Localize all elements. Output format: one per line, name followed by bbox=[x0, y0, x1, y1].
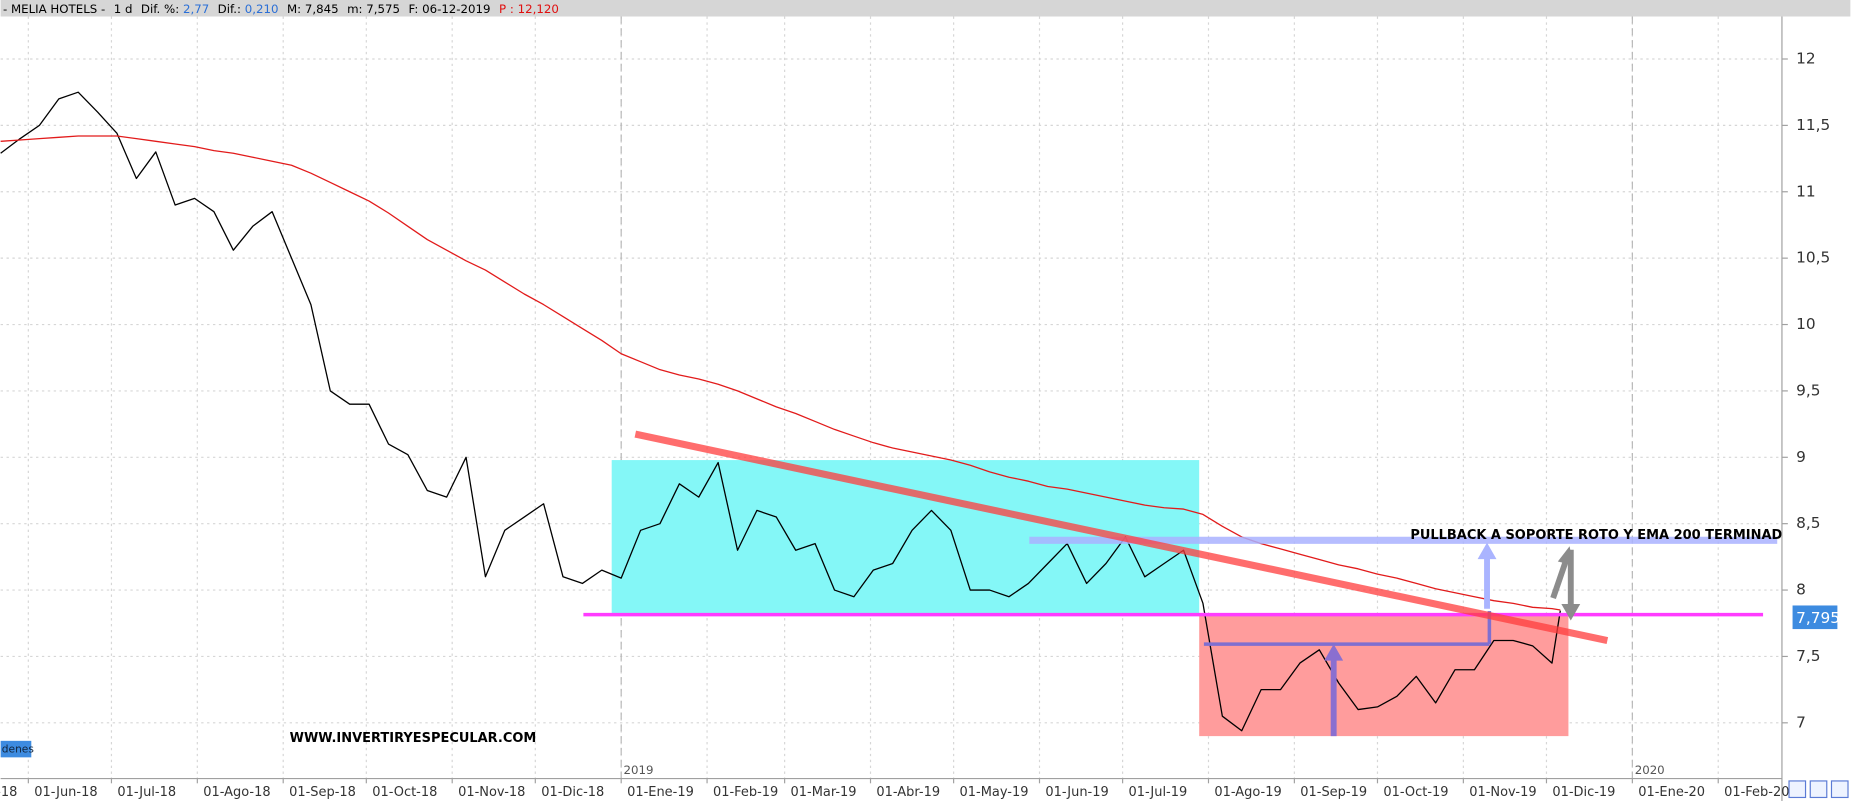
labels: 7 7,5 8 8,5 9 9,5 10 10,5 11 11,5 12 01-May-18 01-Ju… bbox=[0, 50, 1840, 801]
x-tick-label: 01-May-19 bbox=[960, 785, 1029, 800]
series bbox=[0, 91, 1561, 732]
price-line bbox=[0, 91, 1561, 732]
annotation: PULLBACK A SOPORTE ROTO Y EMA 200 TERMIN… bbox=[1410, 528, 1793, 543]
x-tick-label: 01-Ene-20 bbox=[1638, 785, 1705, 800]
symbol: - MELIA HOTELS - bbox=[3, 1, 105, 15]
x-tick-label: 01-Feb-20 bbox=[1724, 785, 1789, 800]
y-tick-label: 9 bbox=[1796, 448, 1806, 466]
value: 7,845 bbox=[305, 1, 339, 15]
zones bbox=[611, 460, 1569, 737]
breakdown-zone bbox=[1199, 614, 1569, 737]
arrow-head bbox=[1477, 542, 1497, 560]
x-tick-label: 01-Ago-19 bbox=[1214, 785, 1281, 800]
value: 06-12-2019 bbox=[422, 1, 490, 15]
y-tick-label: 9,5 bbox=[1796, 381, 1820, 399]
x-tick-label: 01-Nov-19 bbox=[1469, 785, 1536, 800]
watermark: WWW.INVERTIRYESPECULAR.COM bbox=[290, 731, 537, 746]
x-tick-label: 01-Dic-18 bbox=[541, 785, 604, 800]
label: m: bbox=[347, 1, 362, 15]
label: F: bbox=[408, 1, 418, 15]
y-tick-label: 8 bbox=[1796, 581, 1806, 599]
y-tick-label: 7,5 bbox=[1796, 647, 1820, 665]
toolbar-button[interactable] bbox=[1809, 780, 1828, 799]
y-tick-label: 8,5 bbox=[1796, 514, 1820, 532]
corner-label: denes bbox=[2, 743, 35, 756]
value: 2,77 bbox=[183, 1, 209, 15]
value: 12,120 bbox=[518, 1, 559, 15]
x-tick-label: 01-Jun-18 bbox=[34, 785, 97, 800]
x-tick-label: 01-Dic-19 bbox=[1552, 785, 1615, 800]
year-label: 2019 bbox=[624, 763, 654, 777]
x-tick-label: 01-Sep-19 bbox=[1300, 785, 1367, 800]
x-tick-label: 01-Jul-18 bbox=[117, 785, 176, 800]
x-tick-label: 01-Oct-19 bbox=[1383, 785, 1448, 800]
x-tick-label: 01-Jun-19 bbox=[1045, 785, 1108, 800]
value: 7,575 bbox=[366, 1, 400, 15]
x-axis-strip bbox=[0, 778, 1782, 801]
corner-tag bbox=[0, 740, 32, 758]
x-tick-label: 01-Oct-18 bbox=[372, 785, 437, 800]
x-tick-label: 01-Sep-18 bbox=[289, 785, 356, 800]
period: 1 d bbox=[114, 1, 133, 15]
x-tick-label: 01-Feb-19 bbox=[713, 785, 778, 800]
x-tick-label: 01-May-18 bbox=[0, 785, 17, 800]
y-tick-label: 12 bbox=[1796, 50, 1816, 68]
drawings bbox=[583, 430, 1778, 737]
y-tick-label: 11,5 bbox=[1796, 116, 1830, 134]
label: Dif. %: bbox=[141, 1, 179, 15]
label: Dif.: bbox=[218, 1, 241, 15]
toolbar-button[interactable] bbox=[1830, 780, 1849, 799]
arrow-head bbox=[1324, 644, 1344, 661]
price-line bbox=[0, 135, 1561, 611]
y-tick-label: 11 bbox=[1796, 182, 1816, 200]
arrow-head bbox=[1561, 603, 1581, 621]
arrow bbox=[1550, 559, 1569, 600]
y-tick-label: 7 bbox=[1796, 713, 1806, 731]
year-label: 2020 bbox=[1635, 763, 1665, 777]
header: - MELIA HOTELS - 1 d Dif. %: 2,77 Dif.: … bbox=[3, 1, 559, 15]
x-tick-label: 01-Mar-19 bbox=[791, 785, 857, 800]
label: M: bbox=[287, 1, 301, 15]
y-tick-label: 10 bbox=[1796, 315, 1816, 333]
toolbar-button[interactable] bbox=[1788, 780, 1807, 799]
x-tick-label: 01-Jul-19 bbox=[1129, 785, 1188, 800]
y-tick-label: 10,5 bbox=[1796, 249, 1830, 267]
x-tick-label: 01-Nov-18 bbox=[458, 785, 525, 800]
x-tick-label: 01-Ago-18 bbox=[203, 785, 270, 800]
trend-line bbox=[634, 430, 1609, 645]
x-tick-label: 01-Abr-19 bbox=[876, 785, 940, 800]
x-tick-label: 01-Ene-19 bbox=[627, 785, 694, 800]
last-value-label: 7,795 bbox=[1796, 609, 1840, 627]
last-value-box bbox=[1792, 605, 1838, 630]
value: 0,210 bbox=[245, 1, 279, 15]
y-axis-strip bbox=[1781, 16, 1851, 801]
header-bar bbox=[0, 0, 1851, 17]
label: P : bbox=[499, 1, 514, 15]
